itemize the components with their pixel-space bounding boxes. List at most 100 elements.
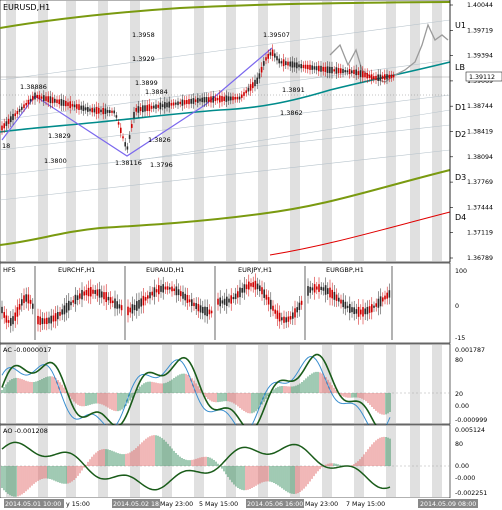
candle-body (335, 67, 338, 74)
candle-body (95, 107, 98, 114)
candle-body (243, 92, 245, 96)
mini-candle-body (94, 290, 96, 294)
mini-candle-body (296, 307, 298, 313)
candle-body (18, 108, 21, 112)
mini-candle-body (188, 299, 191, 303)
candle-body (177, 101, 179, 106)
hfs-title: HFS (3, 266, 16, 274)
ao-title: AO -0.001208 (3, 427, 48, 435)
session-stripe (162, 1, 172, 261)
mini-candle-body (274, 309, 276, 314)
forecast-line (329, 23, 449, 83)
mini-candle-body (127, 306, 129, 316)
mini-candle-body (52, 315, 55, 322)
ao-oscillator-panel[interactable]: AO -0.001208 0.005124 80 0.00 -0.000 -0.… (0, 424, 487, 499)
mini-candle-body (160, 285, 162, 292)
mini-candle-body (338, 297, 340, 302)
mini-candle-body (1, 306, 3, 314)
candle-body (98, 107, 100, 114)
candle-body (111, 110, 113, 113)
mini-candle-body (50, 315, 52, 324)
candle-body (133, 111, 135, 119)
mini-candle-body (294, 308, 296, 318)
mini-candle-body (83, 291, 85, 296)
candle-body (124, 142, 126, 147)
candle-body (392, 74, 395, 78)
candle-body (89, 108, 91, 112)
mini-candle-body (79, 293, 81, 299)
mini-candle-body (298, 302, 301, 310)
candle-body (109, 110, 111, 114)
mini-candle-body (133, 304, 136, 311)
candle-body (260, 66, 263, 73)
candle-body (10, 116, 12, 123)
session-stripe (258, 1, 268, 261)
candle-body (212, 96, 214, 103)
candle-body (157, 104, 159, 108)
candle-body (56, 99, 58, 104)
ac-oscillator-panel[interactable]: AC -0.0000017 0.001787 80 20 0.00 -0.000… (0, 343, 487, 436)
candle-body (287, 61, 289, 66)
candle-body (65, 100, 67, 107)
candle-body (197, 97, 199, 103)
session-stripe (38, 1, 48, 261)
candle-body (175, 102, 177, 105)
main-price-panel[interactable]: EURUSD,H1 1.38886 1.3884 1.39507 1.38116… (0, 0, 466, 263)
session-stripe (432, 426, 442, 497)
mini-candle-body (114, 298, 116, 309)
mini-candle-body (96, 289, 99, 296)
current-price-box (465, 71, 502, 82)
candle-body (58, 99, 60, 105)
candle-body (144, 105, 146, 112)
candle-body (344, 70, 346, 73)
mini-candle-body (353, 307, 355, 315)
candle-body (102, 107, 104, 115)
session-stripe (66, 1, 76, 261)
candle-body (179, 101, 181, 105)
candle-body (168, 101, 170, 108)
candle-body (379, 74, 382, 81)
candle-body (216, 97, 219, 101)
ao-stripes (6, 426, 442, 497)
mini-candle-body (25, 294, 27, 302)
candle-body (51, 97, 54, 104)
mini-candle-body (41, 318, 44, 325)
hfs-panel[interactable]: HFS EURCHF,H1 EURAUD,H1 EURJPY,H1 EURGBP… (0, 262, 467, 344)
session-stripe (226, 345, 236, 423)
candle-body (113, 110, 115, 114)
mini-candle-body (375, 303, 377, 307)
symbol-eurgbp: EURGBP,H1 (326, 266, 364, 274)
ac-axis-80: 80 (455, 357, 463, 364)
mini-candle-body (250, 283, 252, 287)
mini-candle-body (355, 309, 358, 314)
label-1-3800: 1.3800 (44, 157, 67, 165)
mini-candle-body (186, 294, 189, 303)
candle-body (326, 66, 329, 73)
candle-body (214, 97, 217, 102)
mini-candle-body (366, 306, 369, 315)
candle-body (219, 95, 221, 103)
mini-candle-body (340, 299, 342, 304)
mini-candle-body (351, 307, 353, 313)
mini-candle-body (195, 303, 197, 310)
candle-body (265, 57, 267, 61)
candle-body (221, 96, 223, 102)
candle-body (355, 69, 357, 76)
candle-body (263, 61, 265, 66)
mini-candle-body (261, 287, 263, 295)
mini-candle-body (149, 292, 151, 299)
mini-candle-body (72, 300, 74, 303)
session-stripe (130, 1, 140, 261)
mini-candle-body (177, 289, 180, 296)
time-axis[interactable]: 2014.05.01 10:00 y 15:00 2014.05.02 18:0… (0, 498, 502, 510)
time-highlight-1 (4, 499, 64, 508)
price-axis[interactable]: 1.40044 1.39719 1.39394 1.39069 1.38744 1.384… (449, 0, 493, 262)
mini-candle-body (68, 300, 70, 311)
mini-candle-body (112, 300, 114, 303)
price-candles (1, 44, 395, 154)
candle-body (7, 118, 10, 124)
mini-candle-body (382, 297, 384, 302)
candle-body (137, 106, 140, 113)
mini-candle-body (228, 298, 230, 303)
mini-candle-body (335, 294, 338, 301)
